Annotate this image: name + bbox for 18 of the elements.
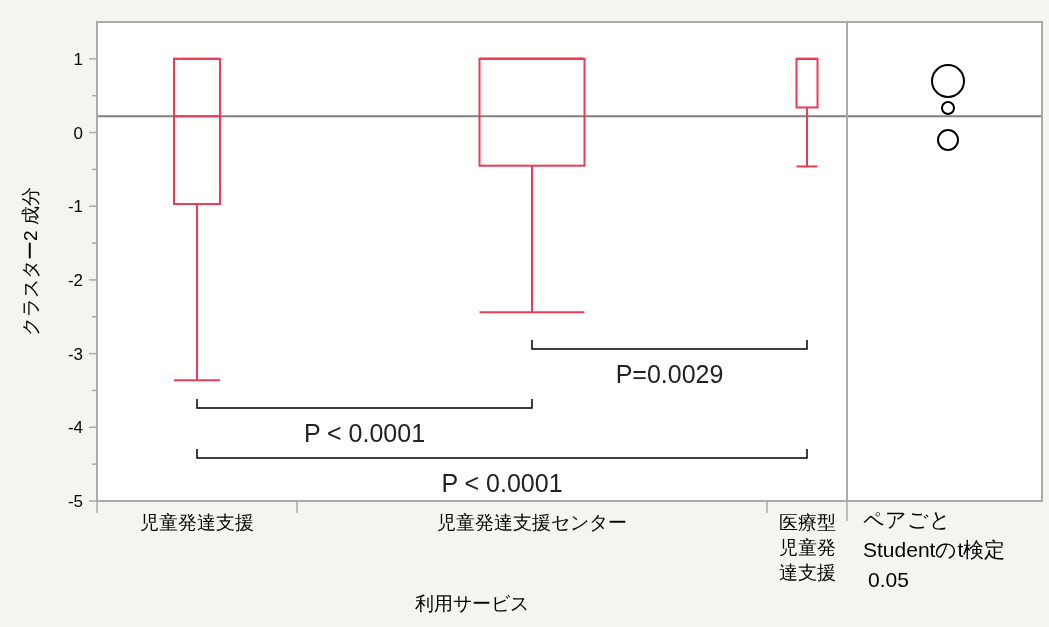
y-tick-label: 1 — [73, 49, 83, 69]
x-tick-label: 児童発達支援センター — [437, 512, 627, 533]
y-tick-label: -2 — [67, 270, 83, 290]
annotation: P < 0.0001 — [441, 469, 563, 497]
text: Studentのt検定 — [863, 538, 1006, 561]
y-tick-label: -4 — [67, 418, 83, 438]
annotation: P=0.0029 — [615, 360, 724, 388]
y-axis-title: クラスター2 成分 — [20, 187, 41, 336]
y-tick-label: -3 — [67, 344, 83, 364]
y-tick-label: -1 — [67, 197, 83, 217]
x-tick-label: 児童発達支援 — [140, 512, 254, 533]
y-tick-label: -5 — [67, 492, 83, 511]
y-tick-label: 0 — [73, 123, 83, 143]
x-tick-label: 医療型児童発達支援 — [778, 512, 836, 583]
x-axis-title: 利用サービス — [415, 593, 529, 614]
annotation: P < 0.0001 — [303, 419, 426, 447]
text: ペアごと — [863, 508, 951, 531]
text: 0.05 — [868, 568, 909, 591]
